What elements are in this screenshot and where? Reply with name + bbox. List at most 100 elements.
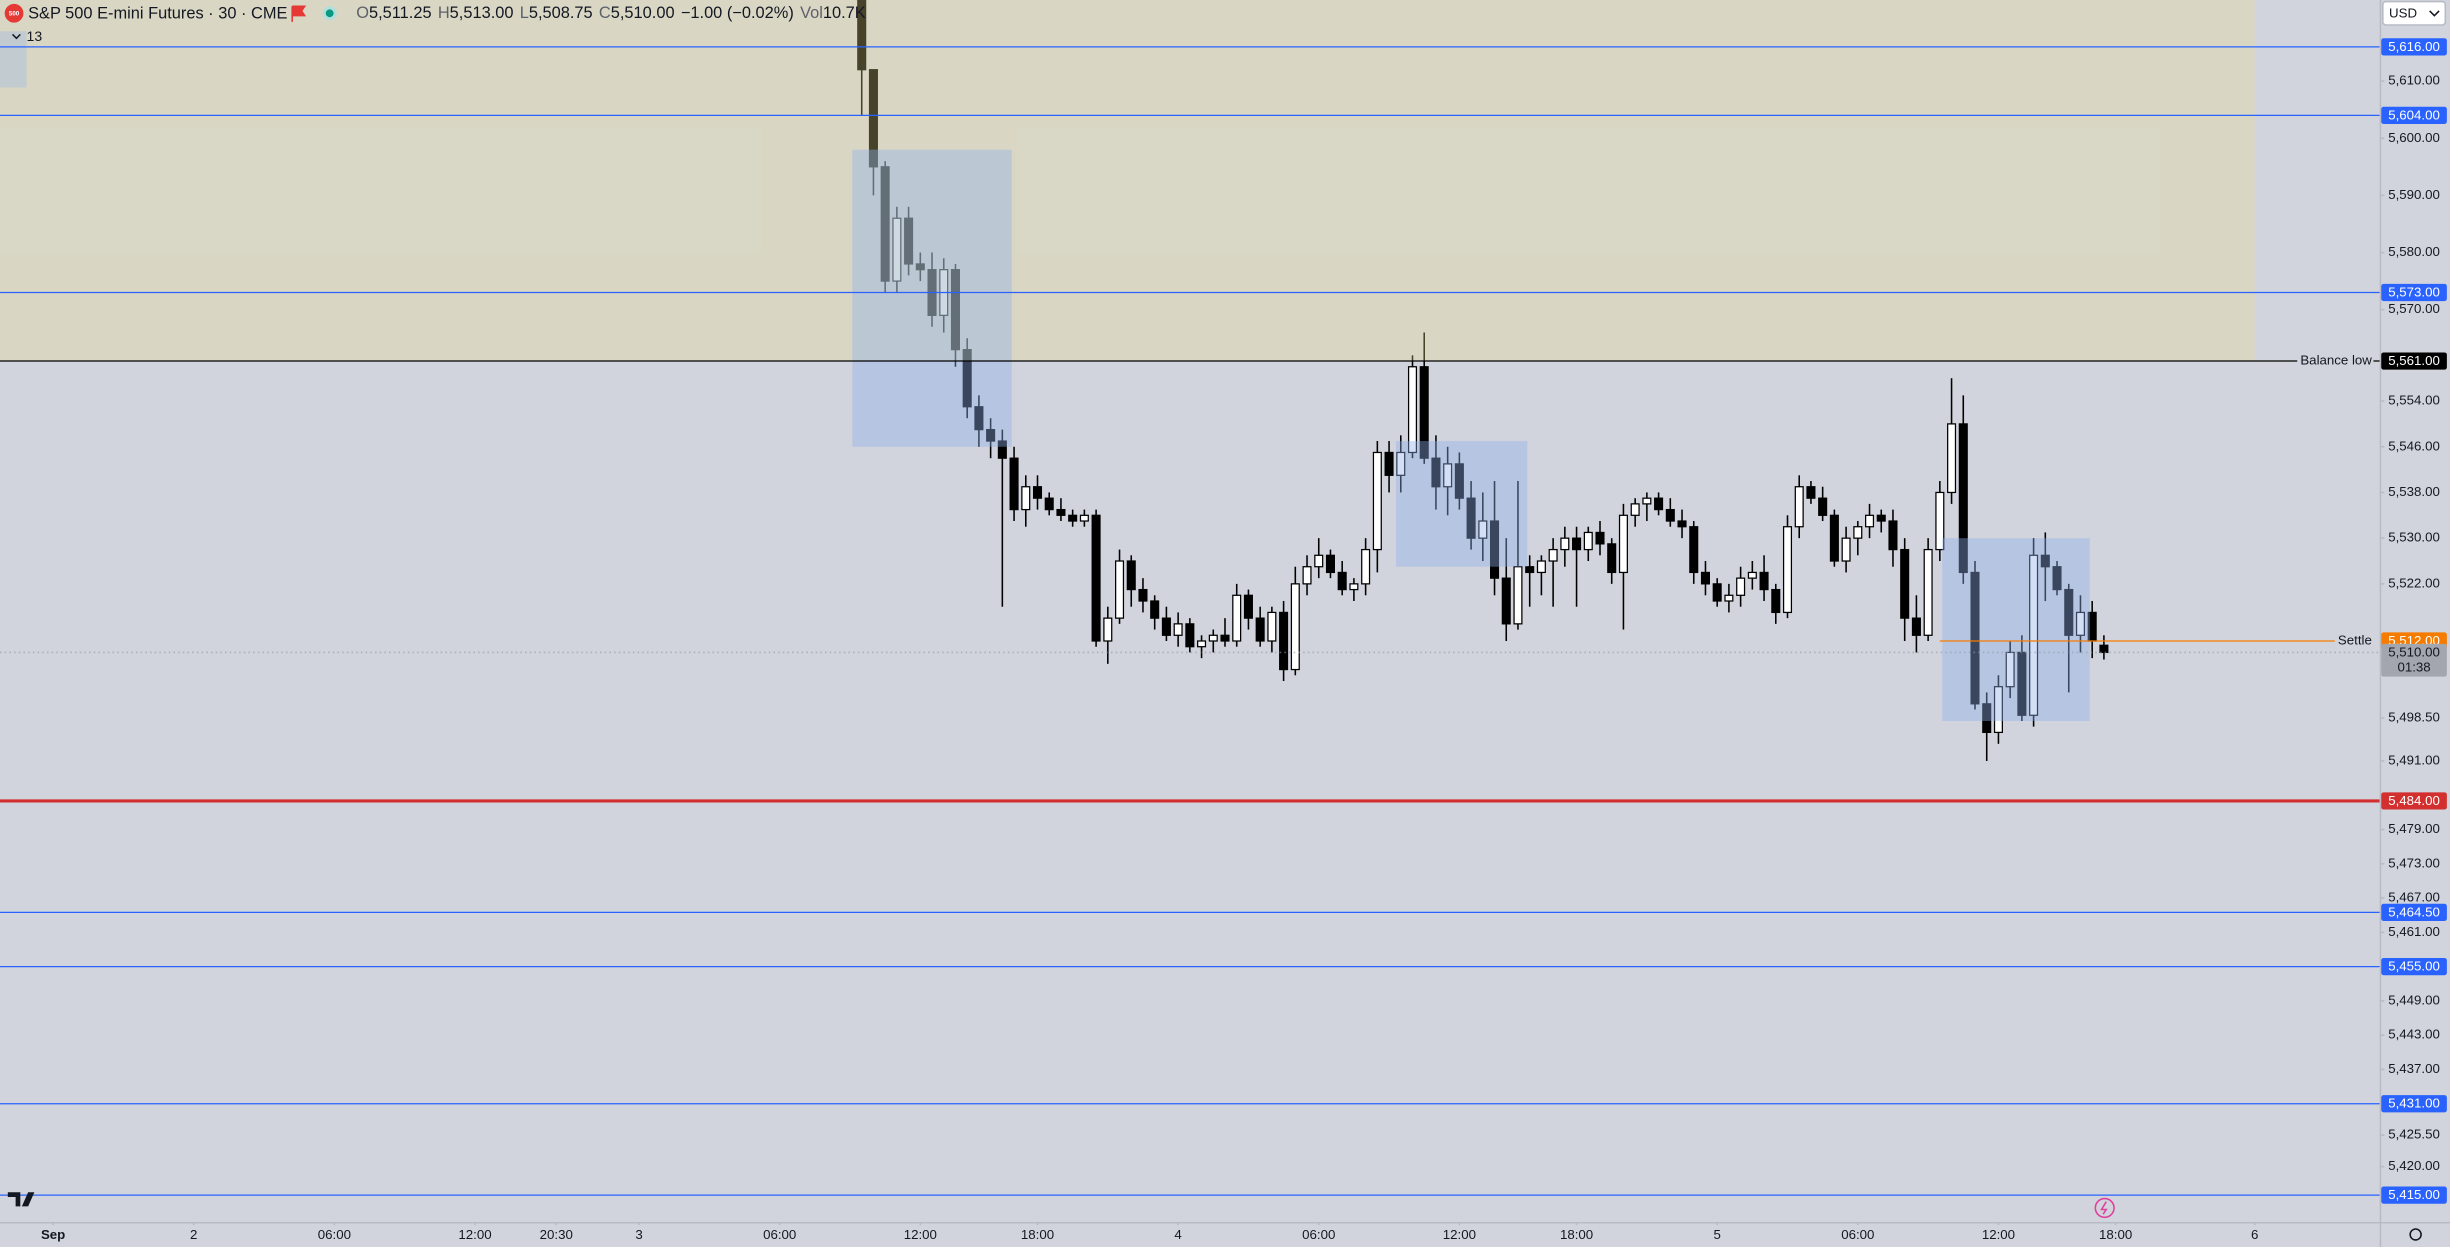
y-tick-label: 5,590.00: [2388, 187, 2440, 202]
candle-body: [1759, 571, 1769, 591]
range-box: [852, 149, 1012, 447]
x-tick-label: 06:00: [763, 1227, 796, 1242]
candle-body: [1818, 497, 1828, 516]
candle-body: [1431, 457, 1441, 488]
candle-body: [1009, 457, 1019, 511]
last-price-badge: [2381, 643, 2447, 677]
candle-body: [1103, 617, 1113, 642]
candle-body: [1513, 566, 1523, 625]
symbol-logo-mark: 500: [9, 11, 20, 18]
candle-body: [1771, 588, 1781, 614]
axes: 5,610.00 5,600.00 5,590.00 5,580.00 5,570.00…: [41, 38, 2447, 1242]
candle-body: [1607, 543, 1617, 574]
price-badge: [2381, 1095, 2447, 1113]
currency-label[interactable]: USD: [2389, 6, 2417, 21]
ohlc-value: 5,510.00: [611, 4, 675, 22]
candle-body: [2005, 651, 2015, 688]
brand-logo[interactable]: [7, 1192, 35, 1207]
candle-body: [1583, 531, 1593, 551]
candle-body: [1572, 537, 1582, 551]
candle-body: [1876, 514, 1886, 522]
y-tick-label: 5,538.00: [2388, 484, 2440, 499]
candle-body: [1560, 537, 1570, 551]
candle-body: [1747, 571, 1757, 579]
x-tick-label: Sep: [41, 1227, 65, 1242]
x-tick-label: 18:00: [1560, 1227, 1593, 1242]
price-badge-label: 5,431.00: [2388, 1096, 2440, 1111]
x-tick-label: 18:00: [1021, 1227, 1054, 1242]
price-badge-label: 5,415.00: [2388, 1187, 2440, 1202]
ohlc-value: 5,508.75: [529, 4, 593, 22]
last-price-label: 5,510.00: [2388, 644, 2440, 659]
y-tick-label: 5,610.00: [2388, 73, 2440, 88]
x-tick-label: 06:00: [1302, 1227, 1335, 1242]
status-dot: [325, 9, 334, 18]
candle-body: [1736, 577, 1746, 596]
y-tick-label: 5,443.00: [2388, 1027, 2440, 1042]
candle-body: [1302, 566, 1312, 585]
candle-body: [1384, 451, 1394, 476]
candle-body: [1091, 514, 1101, 642]
candle-body: [2075, 611, 2085, 636]
candle-body: [1536, 560, 1546, 574]
candle-body: [1712, 583, 1722, 602]
candle-body: [1595, 531, 1605, 545]
price-badge: [2381, 106, 2447, 124]
level-text: Settle: [2338, 633, 2372, 648]
candle-body: [1935, 491, 1945, 551]
y-tick-label: 5,580.00: [2388, 244, 2440, 259]
candle-body: [880, 166, 890, 282]
y-tick-label: 5,491.00: [2388, 752, 2440, 767]
y-tick-label: 5,546.00: [2388, 438, 2440, 453]
candle-body: [1829, 514, 1839, 562]
candle-body: [1161, 617, 1171, 636]
replay-icon[interactable]: [2094, 1197, 2115, 1219]
candle-body: [1888, 520, 1898, 551]
candle-body: [2099, 644, 2109, 654]
settings-icon[interactable]: [2409, 1228, 2422, 1241]
ohlc-key: H: [438, 4, 450, 22]
candle-body: [1618, 514, 1628, 574]
y-tick-label: 5,449.00: [2388, 992, 2440, 1007]
symbol-title[interactable]: S&P 500 E-mini Futures · 30 · CME: [28, 4, 287, 22]
symbol-logo: [4, 3, 24, 23]
y-tick-label: 5,461.00: [2388, 924, 2440, 939]
candle-body: [1947, 423, 1957, 494]
candle-body: [1419, 366, 1429, 459]
y-tick-label: 5,498.50: [2388, 710, 2440, 725]
price-badge-label: 5,616.00: [2388, 39, 2440, 54]
candle-body: [1677, 520, 1687, 528]
x-tick-label: 4: [1174, 1227, 1181, 1242]
countdown-label: 01:38: [2397, 660, 2430, 675]
x-tick-label: 06:00: [318, 1227, 351, 1242]
candle-body: [2052, 566, 2062, 591]
candle-body: [1490, 520, 1500, 579]
currency-chevron[interactable]: [2429, 10, 2440, 17]
volume: 10.7K: [823, 4, 866, 22]
candle-body: [1021, 486, 1031, 511]
price-badge: [2381, 903, 2447, 921]
y-tick-label: 5,473.00: [2388, 855, 2440, 870]
flag-icon[interactable]: [291, 5, 307, 22]
replay-bolt[interactable]: [2100, 1201, 2108, 1215]
x-tick-label: 12:00: [458, 1227, 491, 1242]
candle-body: [1267, 611, 1277, 642]
y-tick-label: 5,522.00: [2388, 575, 2440, 590]
candle-body: [1115, 560, 1125, 619]
collapse-chevron[interactable]: [11, 33, 21, 40]
x-tick-label: 2: [190, 1227, 197, 1242]
y-tick-label: 5,600.00: [2388, 130, 2440, 145]
candle-body: [1525, 566, 1535, 574]
candle-body: [1865, 514, 1875, 528]
price-badge-label: 5,484.00: [2388, 793, 2440, 808]
candle-body: [1056, 508, 1066, 516]
candle-body: [1208, 634, 1218, 642]
candle-body: [1068, 514, 1078, 522]
candle-body: [1466, 497, 1476, 539]
candle-body: [1841, 537, 1851, 562]
candle-body: [1349, 583, 1359, 591]
currency-button[interactable]: [2382, 0, 2447, 26]
indicator-count[interactable]: 13: [27, 28, 43, 44]
x-tick-label: 3: [635, 1227, 642, 1242]
candle-body: [1970, 571, 1980, 705]
